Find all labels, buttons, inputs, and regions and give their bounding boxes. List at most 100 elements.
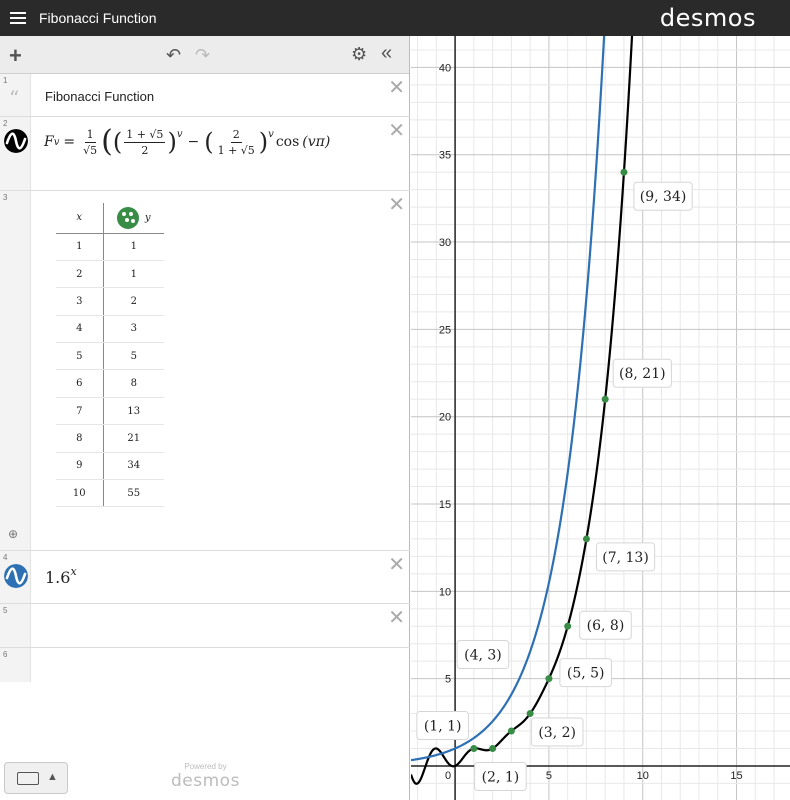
y-tick-label: 40 [439,62,451,74]
data-point[interactable] [601,395,609,403]
table-cell-x[interactable]: 3 [56,287,104,316]
table-cell-y[interactable]: 21 [103,424,164,453]
point-label-box [530,717,584,747]
table-cell-x[interactable]: 4 [56,315,104,344]
frac-num: 1 [84,127,96,143]
table-cell-y[interactable]: 5 [103,342,164,371]
data-points: (1, 1) (2, 1) (3, 2) (4, 3) (5, 5) (6, 8) (7, … [416,168,693,791]
exp-base: 1.6 [45,568,71,587]
table-cell-x[interactable]: 9 [56,452,104,481]
delete-expression-icon[interactable]: ✕ [388,120,405,142]
blue-curve-icon[interactable] [4,564,28,588]
table-row: 8 21 [56,424,164,453]
table-header-x[interactable]: x [56,203,104,234]
settings-gear-icon[interactable]: ⚙ [351,44,368,64]
frac-den: √5 [83,143,98,157]
delete-expression-icon[interactable]: ✕ [388,194,405,216]
data-point[interactable] [620,168,628,176]
paren: ) [167,128,177,156]
data-point[interactable] [545,675,553,683]
table-cell-x[interactable]: 10 [56,479,104,508]
table-cell-x[interactable]: 2 [56,260,104,289]
expression-row-5[interactable]: 5 ✕ [0,604,410,648]
table-cell-x[interactable]: 6 [56,369,104,398]
table-cell-y[interactable]: 1 [103,260,164,289]
powered-by-desmos[interactable]: Powered by desmos [171,762,240,791]
expression-row-4[interactable]: 4 1.6x ✕ [0,551,410,604]
expression-row-6[interactable]: 6 [0,648,410,682]
formula-equals: = [63,134,76,150]
table-cell-y[interactable]: 3 [103,315,164,344]
point-label-box [474,761,527,791]
table-header-y[interactable]: y [103,203,164,234]
expression-row-3[interactable]: 3 ⊕ x y 1 1 2 1 3 2 4 3 5 5 6 8 7 13 8 21 9 34 10 55 ✕ [0,191,410,551]
expression-row-1[interactable]: 1 “ Fibonacci Function ✕ [0,74,410,117]
add-item-icon[interactable]: + [9,43,22,68]
data-point[interactable] [470,744,478,752]
table-cell-y[interactable]: 55 [103,479,164,508]
table-cell-y[interactable]: 8 [103,369,164,398]
table-cell-y[interactable]: 34 [103,452,164,481]
delete-expression-icon[interactable]: ✕ [388,607,405,629]
table-cell-x[interactable]: 1 [56,233,104,261]
y-tick-label: 10 [439,586,451,598]
point-style-icon[interactable] [116,206,139,229]
data-point[interactable] [582,535,590,543]
black-curve-icon[interactable] [4,129,28,153]
paren: ( [204,128,214,156]
table-cell-y[interactable]: 1 [103,233,164,261]
table-cell-y[interactable]: 2 [103,287,164,316]
delete-expression-icon[interactable]: ✕ [388,77,405,99]
y-tick-label: 15 [439,499,451,511]
point-label-box [579,610,632,640]
collapse-panel-icon[interactable]: « [381,42,392,64]
graph-title[interactable]: Fibonacci Function [39,10,157,26]
undo-icon[interactable]: ↶ [166,45,182,65]
redo-icon[interactable]: ↷ [195,45,211,65]
data-point[interactable] [526,710,534,718]
keyboard-toggle-button[interactable]: ▲ [4,762,68,794]
exponential-curve[interactable] [411,36,607,762]
table-cell-x[interactable]: 5 [56,342,104,371]
menu-icon[interactable] [10,12,26,24]
graph-canvas[interactable]: 5 10 15 5 10 15 20 25 30 35 40 0 (1, 1) (2, 1) (3, 2)… [411,36,790,800]
fibonacci-curve[interactable] [411,36,635,785]
table-cell-x[interactable]: 8 [56,424,104,453]
delete-expression-icon[interactable]: ✕ [388,554,405,576]
desmos-logo: desmos [659,4,756,32]
point-label: (6, 8) [579,610,632,640]
table-cell-x[interactable]: 7 [56,397,104,426]
point-label-text: (6, 8) [587,618,625,634]
origin-label: 0 [445,770,451,782]
formula-minus: − [187,134,200,150]
point-label-box [612,358,672,388]
exponential-expression[interactable]: 1.6x [45,565,77,587]
point-label-text: (1, 1) [424,718,462,734]
table-cell-y[interactable]: 13 [103,397,164,426]
data-point[interactable] [564,622,572,630]
formula-cos-arg: (vπ) [302,134,331,150]
formula-frac-1-over-sqrt5: 1 √5 [81,128,99,157]
caret-up-icon: ▲ [47,771,58,783]
frac-den: 2 [141,143,149,157]
point-label-box [456,640,510,670]
formula-golden-ratio: 1 + √5 2 [124,128,166,157]
expression-index: 4 [3,553,8,562]
data-point[interactable] [507,727,515,735]
point-label-text: (7, 13) [602,550,649,566]
x-tick-label: 15 [730,770,742,782]
expression-index: 5 [3,606,8,615]
data-point[interactable] [489,744,497,752]
zoom-fit-icon[interactable]: ⊕ [8,527,19,541]
formula-exponent: v [268,128,274,140]
table-header-row: x y [56,203,164,234]
powered-by-brand: desmos [171,771,240,791]
top-bar: Fibonacci Function desmos [0,0,790,36]
note-text[interactable]: Fibonacci Function [45,89,155,104]
expression-index: 3 [3,193,8,202]
